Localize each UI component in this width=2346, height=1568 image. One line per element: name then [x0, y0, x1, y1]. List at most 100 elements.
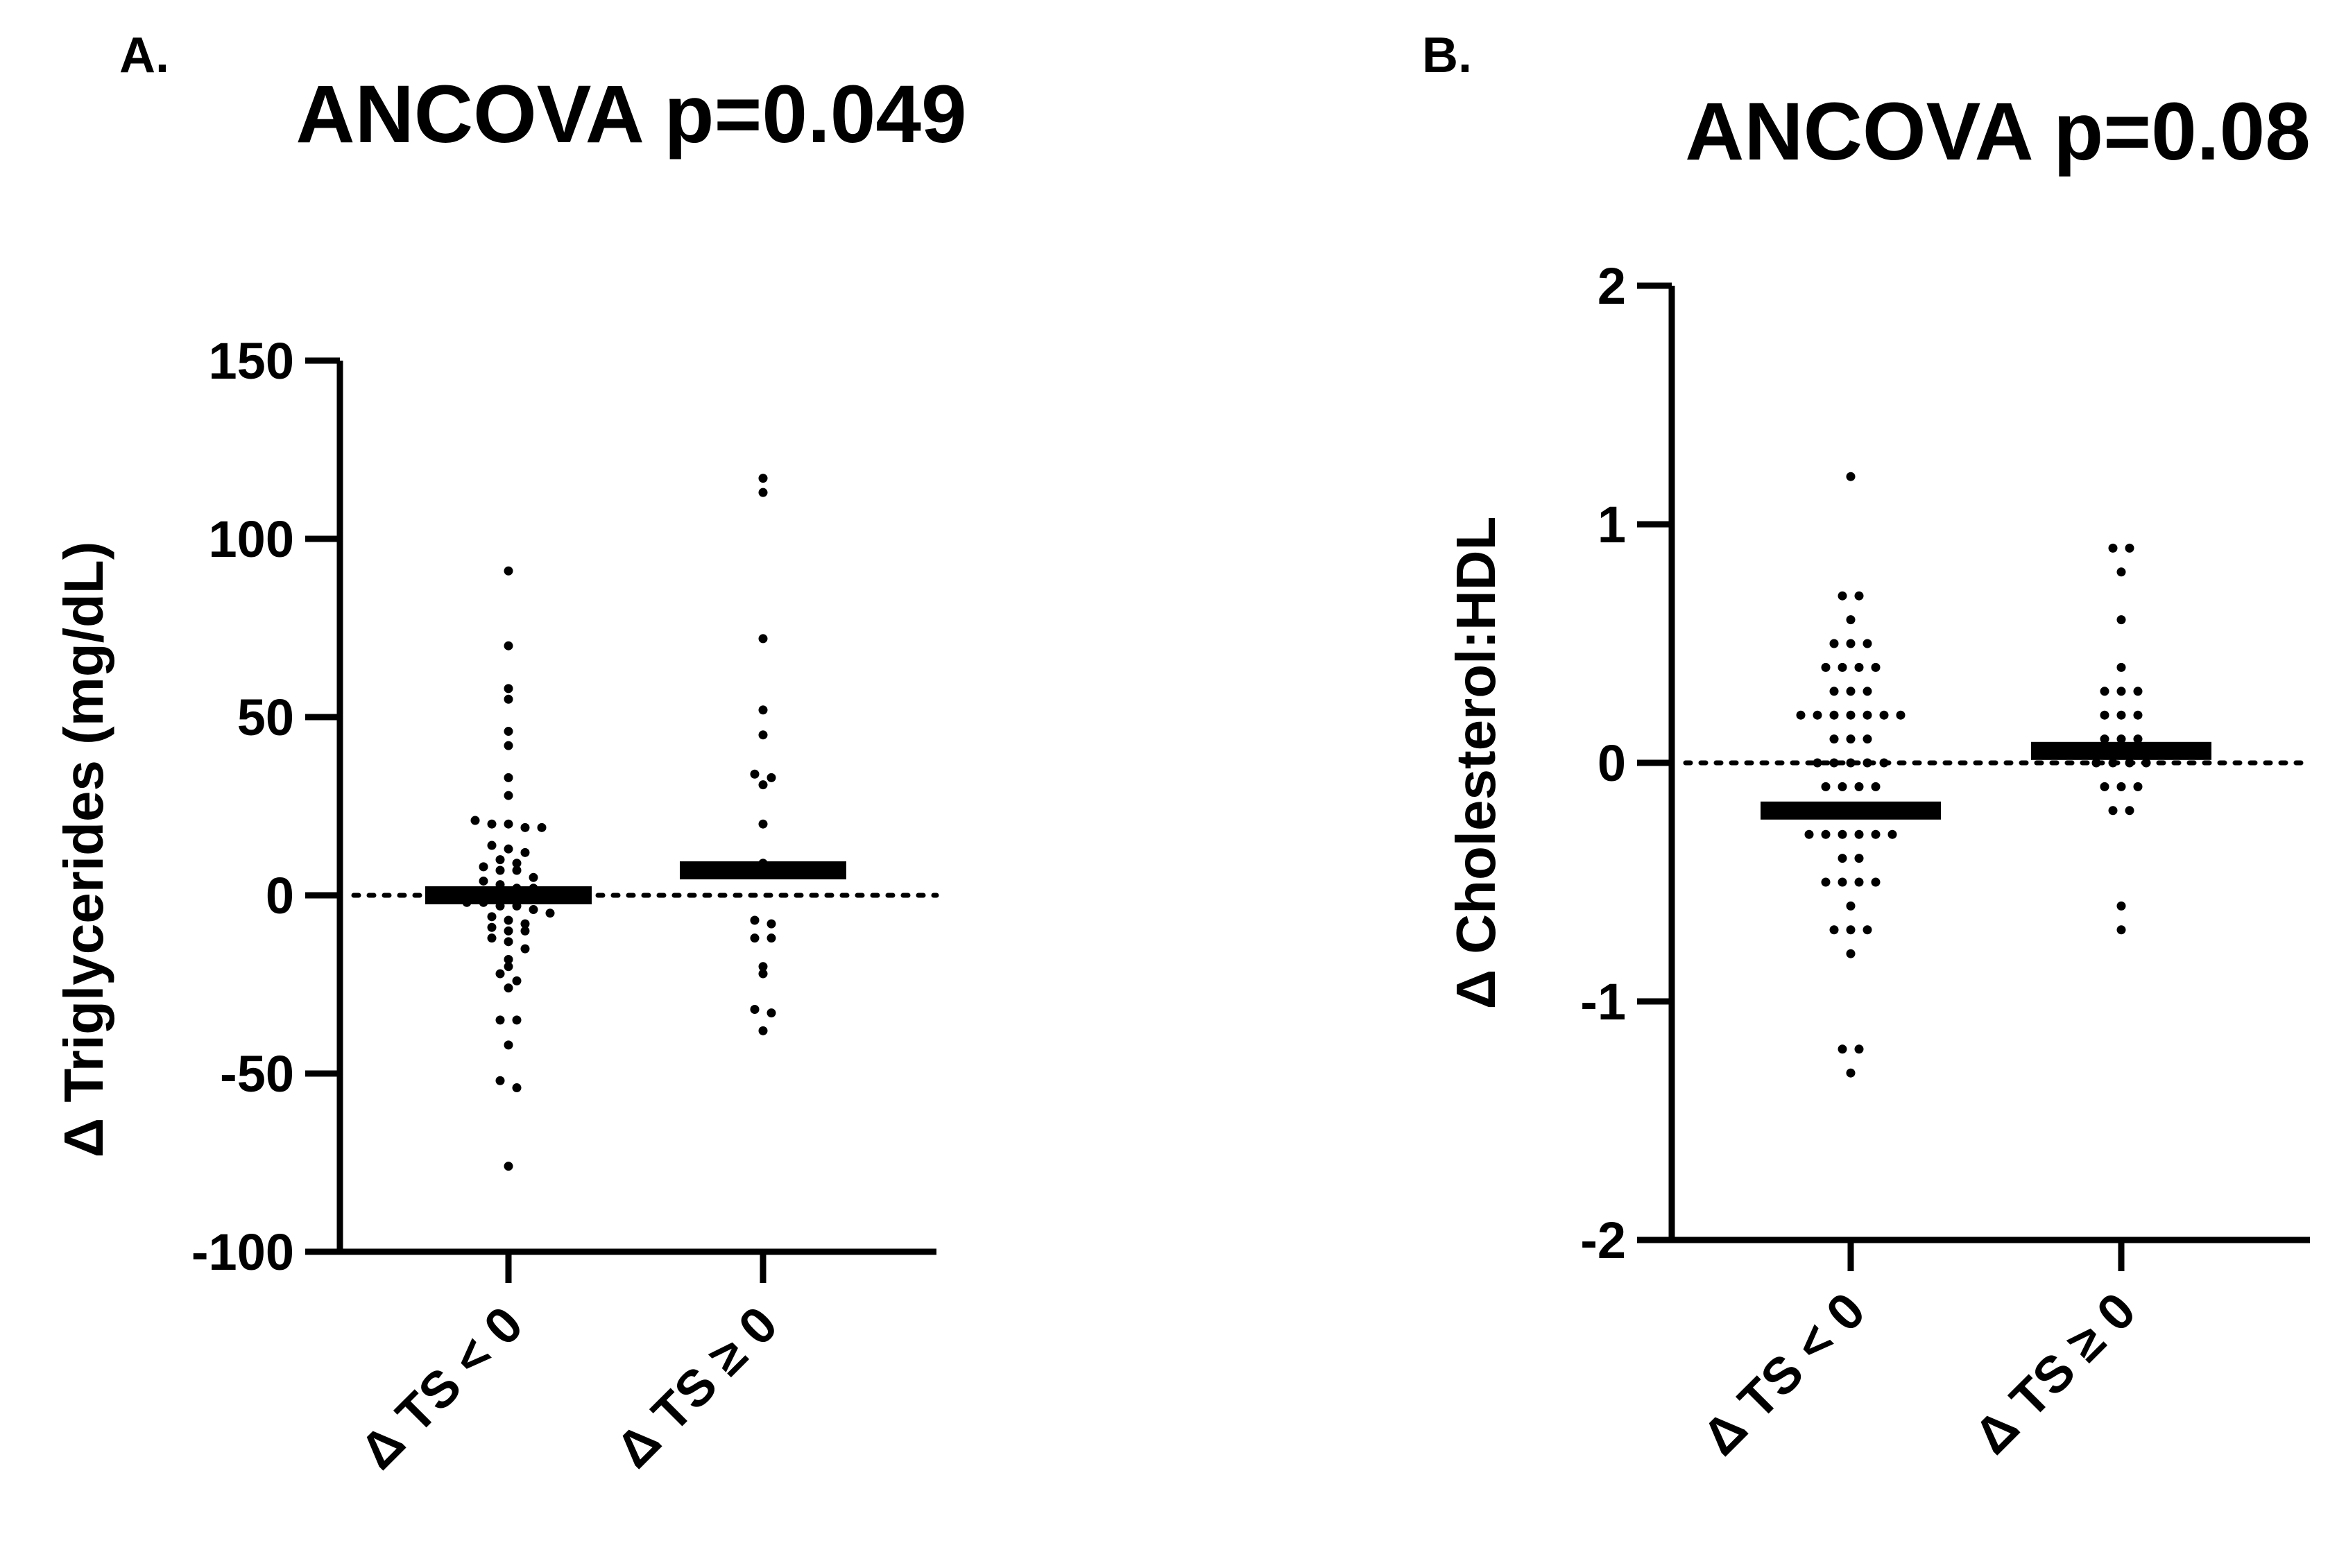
- data-point: [2116, 901, 2126, 911]
- y-tick-label: -50: [220, 1045, 294, 1103]
- data-point: [1846, 1068, 1856, 1078]
- data-point: [1813, 758, 1822, 768]
- y-tick-label: 100: [209, 510, 294, 568]
- data-point: [767, 773, 776, 782]
- data-point: [495, 969, 505, 979]
- data-point: [1838, 877, 1847, 887]
- data-point: [520, 822, 530, 832]
- data-point: [1846, 615, 1856, 625]
- data-point: [1838, 829, 1847, 839]
- data-point: [520, 847, 530, 857]
- data-point: [2091, 758, 2101, 768]
- data-point: [1846, 639, 1856, 648]
- data-point: [1887, 829, 1897, 839]
- data-point: [1829, 639, 1839, 648]
- data-point: [529, 872, 538, 882]
- data-point: [1838, 662, 1847, 672]
- data-point: [1821, 782, 1831, 791]
- data-point: [2141, 758, 2151, 768]
- data-point: [504, 727, 513, 736]
- data-point: [1854, 782, 1864, 791]
- panel-a-category-label: Δ TS ≥ 0: [605, 1295, 789, 1479]
- data-point: [1846, 758, 1856, 768]
- panel-a-data-points: [462, 474, 776, 1171]
- data-point: [2116, 615, 2126, 625]
- data-point: [2125, 758, 2134, 768]
- data-point: [2108, 806, 2118, 816]
- data-point: [504, 791, 513, 800]
- data-point: [1821, 877, 1831, 887]
- data-point: [758, 969, 768, 979]
- data-point: [1846, 901, 1856, 911]
- y-tick-label: 0: [1598, 734, 1626, 792]
- data-point: [504, 955, 513, 965]
- data-point: [758, 962, 768, 972]
- data-point: [487, 912, 497, 922]
- data-point: [504, 1040, 513, 1050]
- data-point: [512, 865, 522, 875]
- data-point: [1896, 710, 1906, 720]
- data-point: [504, 684, 513, 693]
- data-point: [1846, 734, 1856, 744]
- panel-b-category-label: Δ TS < 0: [1691, 1282, 1876, 1466]
- data-point: [1863, 758, 1872, 768]
- mean-bar: [425, 886, 592, 904]
- data-point: [1813, 710, 1822, 720]
- data-point: [758, 474, 768, 483]
- panel-a: A. ANCOVA p=0.049 Δ Triglycerides (mg/dL…: [53, 28, 967, 1480]
- data-point: [495, 1076, 505, 1085]
- y-tick-label: 2: [1598, 257, 1626, 315]
- data-point: [1796, 710, 1806, 720]
- panel-a-y-axis-label: Δ Triglycerides (mg/dL): [53, 542, 114, 1158]
- data-point: [767, 919, 776, 929]
- data-point: [1863, 710, 1872, 720]
- data-point: [1829, 925, 1839, 935]
- data-point: [767, 1008, 776, 1018]
- data-point: [2133, 782, 2143, 791]
- data-point: [1829, 710, 1839, 720]
- data-point: [504, 819, 513, 829]
- data-point: [758, 634, 768, 644]
- mean-bar: [680, 861, 846, 880]
- data-point: [487, 922, 497, 932]
- data-point: [1838, 854, 1847, 863]
- data-point: [512, 1083, 522, 1093]
- data-point: [2116, 710, 2126, 720]
- data-point: [520, 926, 530, 936]
- panel-a-letter: A.: [119, 28, 169, 83]
- data-point: [1879, 758, 1889, 768]
- data-point: [750, 1004, 760, 1014]
- panel-a-title: ANCOVA p=0.049: [296, 69, 966, 160]
- panel-b-y-ticks: -2 -1 0 1 2: [1580, 257, 1672, 1269]
- panel-b-mean-bars: [1761, 741, 2211, 820]
- data-point: [504, 962, 513, 972]
- data-point: [758, 780, 768, 790]
- data-point: [758, 730, 768, 740]
- data-point: [1829, 687, 1839, 696]
- panel-b-x-ticks: [1847, 1240, 2125, 1271]
- data-point: [750, 933, 760, 943]
- data-point: [1829, 734, 1839, 744]
- data-point: [1846, 687, 1856, 696]
- data-point: [520, 919, 530, 929]
- y-tick-label: 50: [237, 689, 294, 746]
- y-tick-label: -2: [1580, 1212, 1626, 1269]
- data-point: [758, 819, 768, 829]
- data-point: [1854, 591, 1864, 601]
- data-point: [1871, 877, 1881, 887]
- data-point: [2133, 687, 2143, 696]
- data-point: [504, 926, 513, 936]
- data-point: [1863, 734, 1872, 744]
- data-point: [504, 773, 513, 782]
- data-point: [487, 933, 497, 943]
- data-point: [2100, 687, 2109, 696]
- data-point: [1871, 829, 1881, 839]
- data-point: [2116, 687, 2126, 696]
- data-point: [2116, 734, 2126, 744]
- data-point: [479, 862, 488, 872]
- data-point: [1838, 1044, 1847, 1054]
- data-point: [2125, 543, 2134, 553]
- y-tick-label: 1: [1598, 496, 1626, 553]
- data-point: [2100, 734, 2109, 744]
- data-point: [470, 816, 480, 825]
